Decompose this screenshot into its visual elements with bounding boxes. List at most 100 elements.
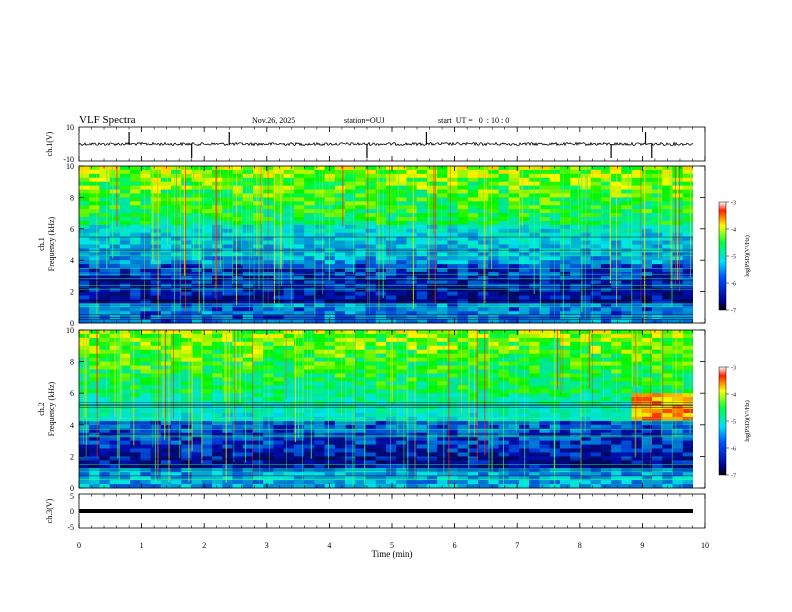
spectrogram-cell [580,444,592,449]
spectrogram-cell [232,252,244,257]
spectrogram-cell [79,393,90,398]
spectrogram-cell [426,197,438,202]
spectrogram-cell [252,440,264,445]
spectrogram-cell [447,181,459,187]
spectrogram-cell [263,228,274,234]
spectrogram-cell [652,397,663,402]
spectrogram-cell [130,303,141,308]
spectrogram-cell [662,185,673,190]
spectrogram-cell [119,185,131,190]
spectrogram-cell [498,283,510,289]
spectrogram-cell [662,264,673,269]
spectrogram-cell [252,217,264,222]
spectrogram-cell [549,256,561,261]
spectrogram-cell [345,373,356,378]
spectrogram-cell [467,189,479,194]
spectrogram-cell [396,264,407,269]
ch1-spike-group [128,132,653,158]
spectrogram-cell [304,412,315,418]
spectrogram-cell [508,416,520,422]
spectrogram-cell [252,303,264,308]
spectrogram-cell [314,428,325,434]
spectrogram-cell [130,468,141,473]
spectrogram-cell [212,345,223,351]
spectrogram-cell [150,381,162,386]
spectrogram-cell [212,268,223,273]
spectrogram-cell [641,385,653,390]
spectrogram-cell [181,256,192,261]
spectrogram-cell [283,389,295,394]
spectrogram-cell [79,209,90,214]
spectrogram-cell [119,236,131,241]
spectrogram-cell [682,291,694,296]
spectrogram-cell [293,291,305,296]
spectrogram-cell [488,377,499,382]
spectrogram-cell [283,345,295,351]
spectrogram-cell [232,283,244,289]
spectrogram-cell [283,397,295,402]
spectrogram-cell [140,476,152,481]
spectrogram-cell [539,456,551,461]
spectrogram-cell [304,181,315,187]
spectrogram-cell [89,205,100,210]
spectrogram-cell [263,456,274,461]
spectrogram-cell [508,480,520,485]
spectrogram-cell [641,173,653,179]
spectrogram-cell [232,185,244,190]
spectrogram-cell [559,452,571,457]
spectrogram-cell [386,189,397,194]
spectrogram-cell [447,424,459,430]
spectrogram-cell [222,213,233,218]
spectrogram-cell [416,252,428,257]
spectrogram-cell [140,468,152,473]
spectrogram-cell [130,319,141,324]
spectrogram-cell [652,240,663,245]
spectrogram-cell [89,260,100,265]
spectrogram-cell [263,252,274,257]
spectrogram-cell [263,476,274,481]
spectrogram-cell [406,333,418,339]
spectrogram-cell [498,279,510,285]
spectrogram-cell [457,201,469,206]
spectrogram-cell [508,205,520,210]
spectrogram-cell [314,256,325,261]
spectrogram-cell [355,213,366,218]
spectrogram-cell [89,240,100,245]
spectrogram-cell [488,341,499,347]
spectrogram-cell [652,213,663,218]
spectrogram-cell [559,385,571,390]
spectrogram-cell [273,436,285,441]
spectrogram-cell [99,268,111,273]
spectrogram-cell [590,240,602,245]
spectrogram-cell [160,275,172,281]
spectrogram-cell [191,381,203,386]
spectrogram-cell [631,248,643,253]
spectrogram-cell [641,209,653,214]
spectrogram-cell [150,275,162,281]
spectrogram-cell [437,256,448,261]
spectrogram-cell [355,217,366,222]
spectrogram-cell [140,220,152,226]
spectrogram-cell [334,444,346,449]
spectrogram-cell [467,432,479,438]
spectrogram-cell [672,279,684,285]
spectrogram-cell [191,256,203,261]
spectrogram-cell [212,279,223,285]
spectrogram-cell [263,177,274,183]
spectrogram-cell [130,283,141,289]
spectrogram-cell [641,389,653,394]
spectrogram-cell [539,448,551,453]
spectrogram-cell [150,209,162,214]
spectrogram-cell [222,436,233,441]
spectrogram-cell [191,217,203,222]
spectrogram-cell [201,389,213,394]
spectrogram-cell [621,307,632,312]
spectrogram-cell [150,484,162,489]
spectrogram-cell [283,260,295,265]
spectrogram-cell [252,307,264,312]
spectrogram-cell [181,166,192,171]
spectrogram-cell [222,205,233,210]
spectrogram-cell [447,412,459,418]
spectrogram-cell [232,393,244,398]
